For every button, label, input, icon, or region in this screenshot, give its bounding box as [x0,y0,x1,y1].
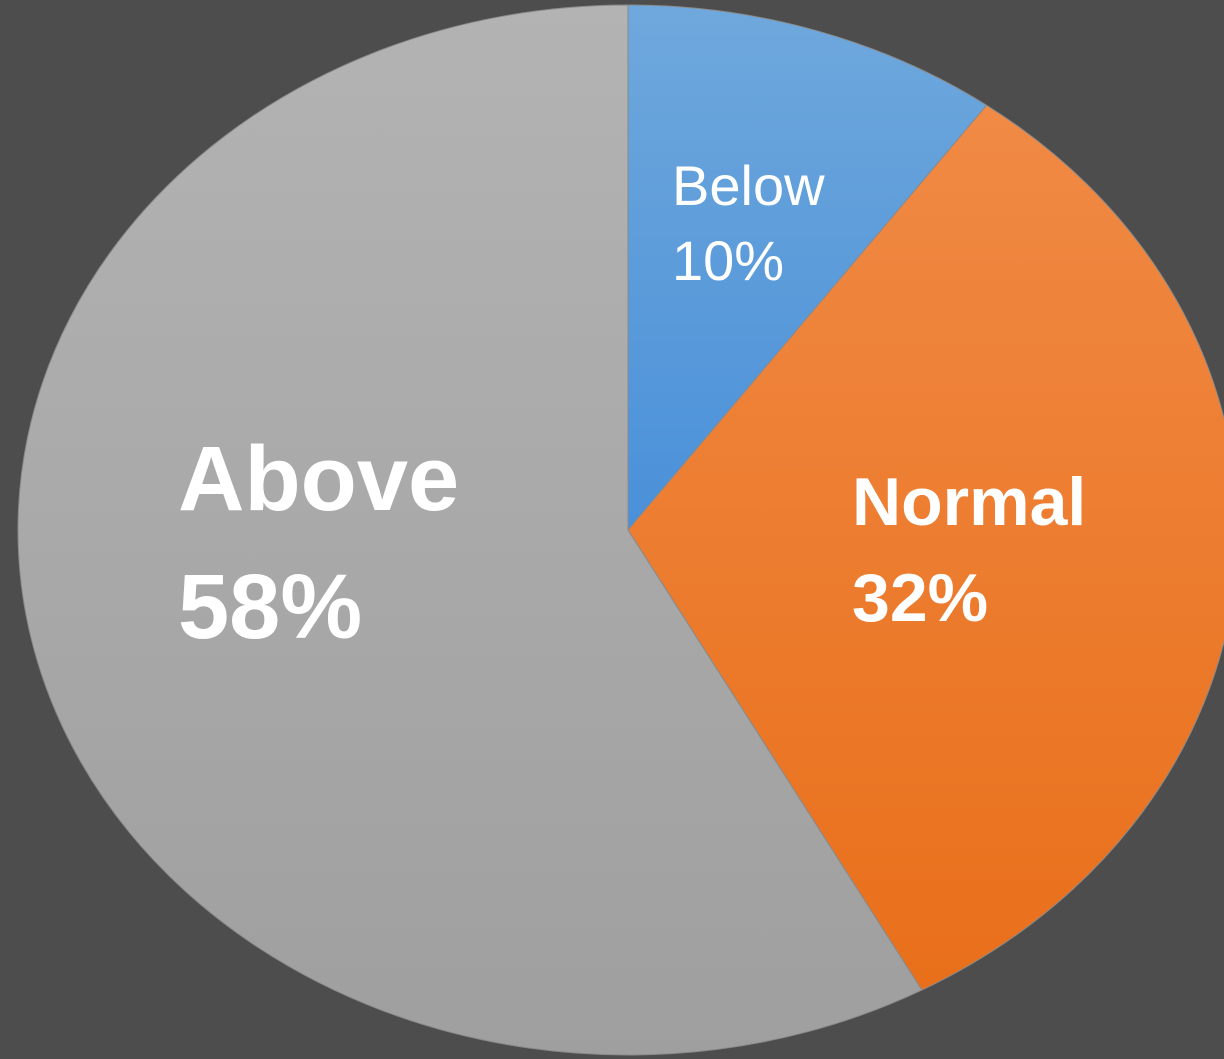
slice-percentage-above: 58% [178,556,362,658]
pie-slice-normal [627,104,1224,991]
slice-percentage-normal: 32% [852,560,988,636]
slice-percentage-below: 10% [672,229,784,292]
slice-category-above: Above [178,428,459,530]
pie-slice-above [17,4,923,1056]
slice-label-normal: Normal 32% [852,464,1086,636]
slice-label-below: Below 10% [672,154,825,292]
slice-category-normal: Normal [852,464,1086,540]
slice-category-below: Below [672,154,825,217]
pie-slice-below [627,4,988,532]
slice-label-above: Above 58% [178,428,459,658]
